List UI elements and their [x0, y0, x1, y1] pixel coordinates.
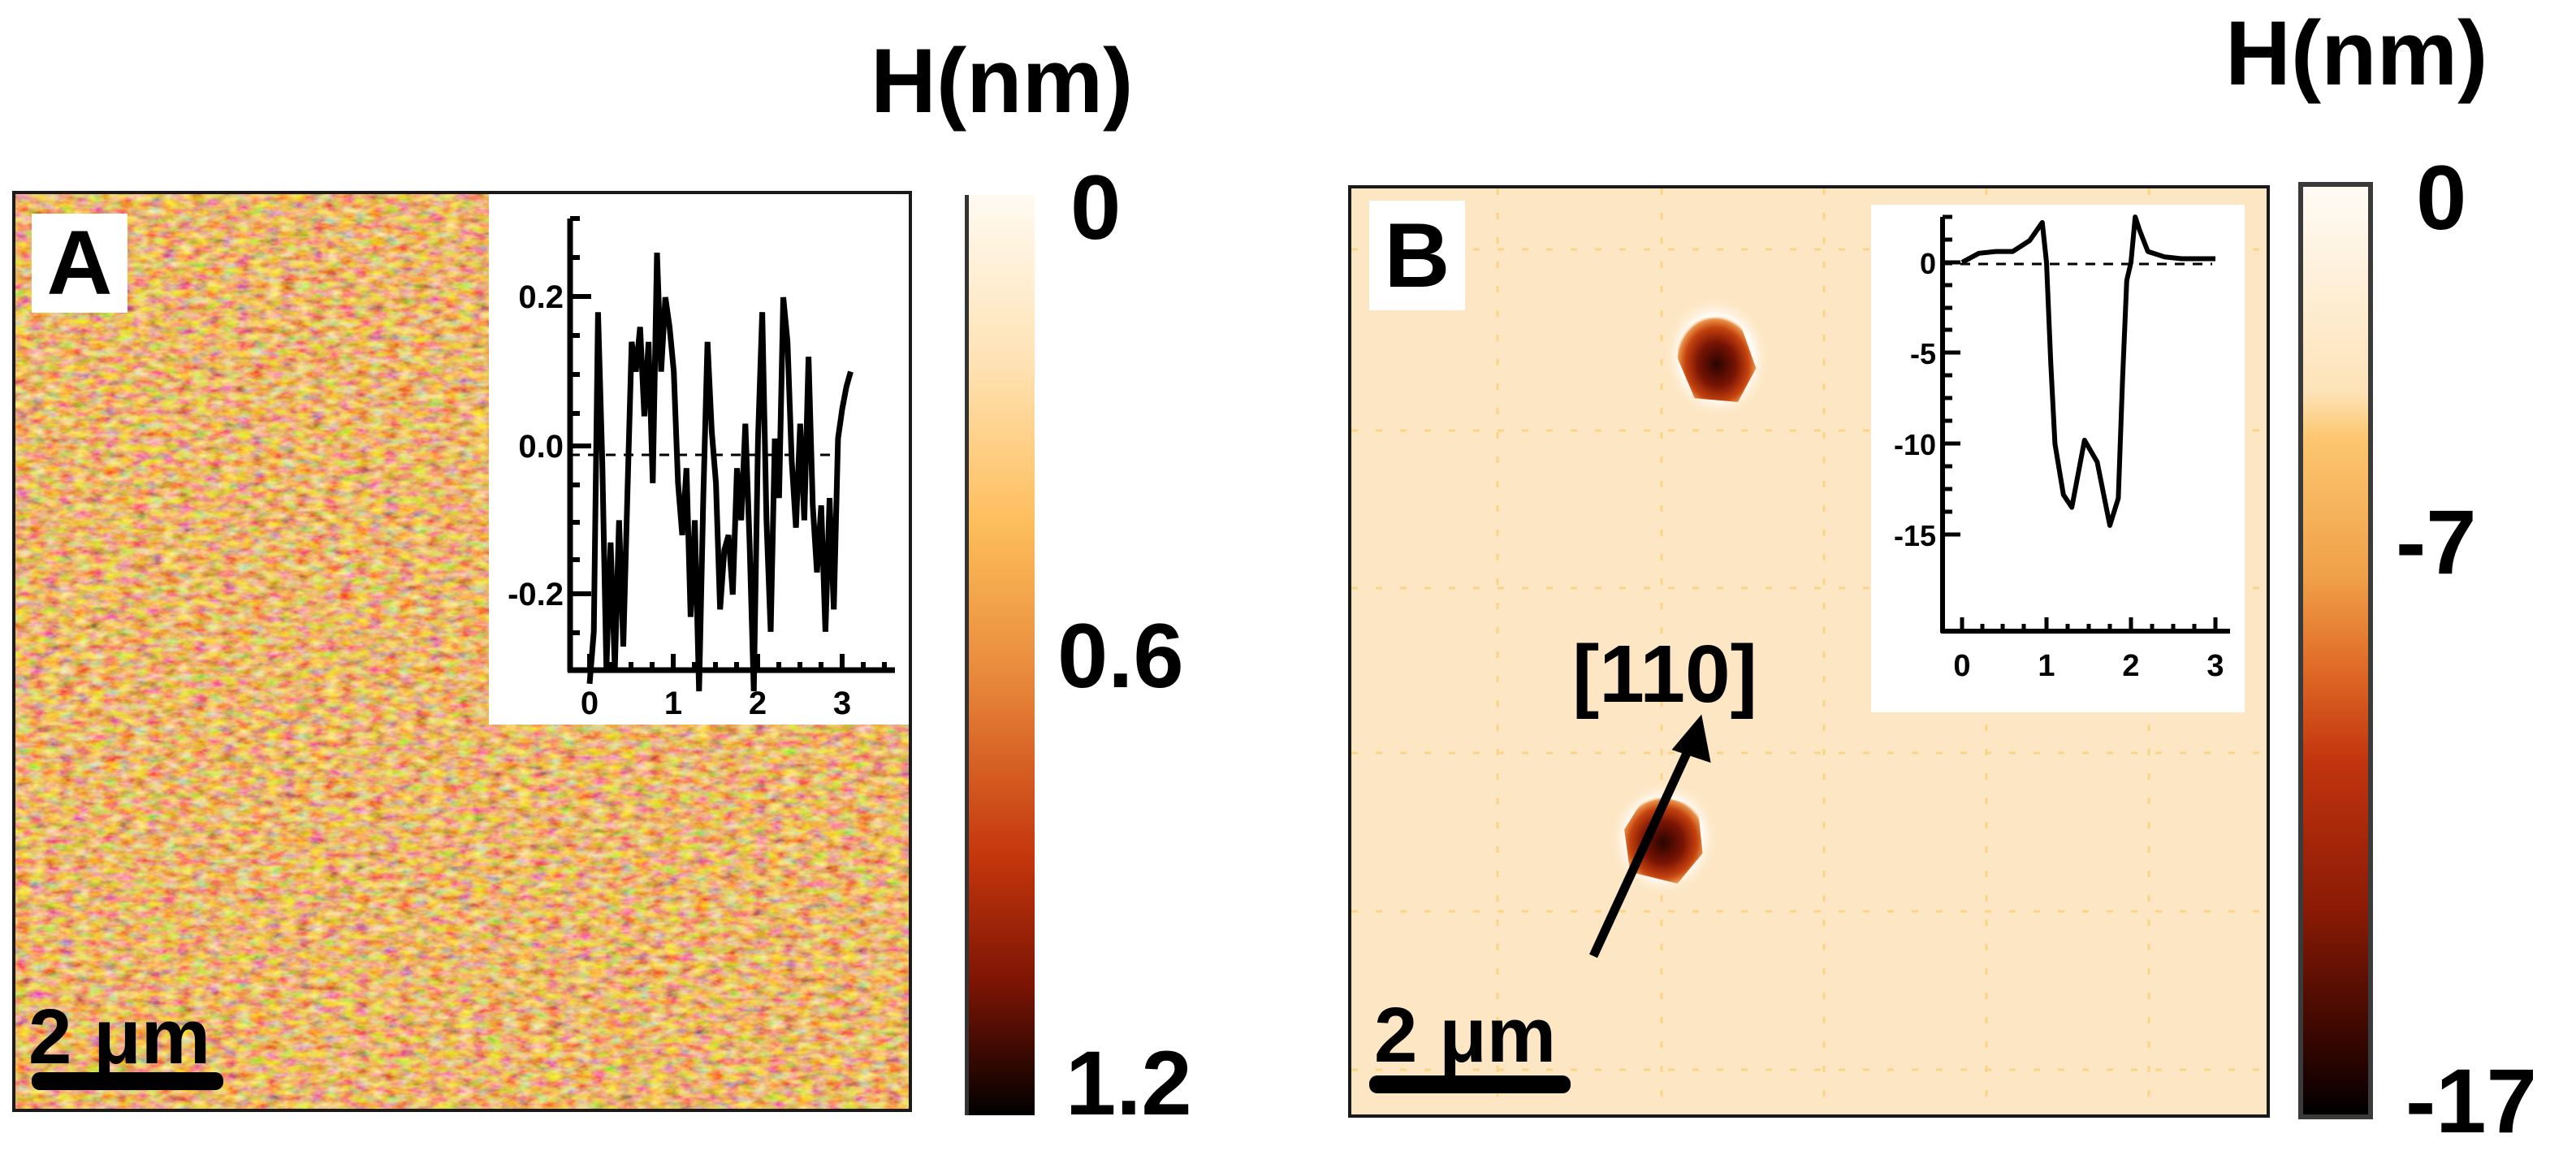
inset-chart-b: 0 -5 -10 -15 0 1 2 3: [1894, 214, 2230, 683]
profile-line-b: [1960, 214, 2215, 528]
inset-b-ytick-2: -10: [1894, 428, 1936, 461]
colorbar-a-tick-bottom: 1.2: [1065, 1032, 1192, 1134]
inset-b-xtick-2: 2: [2122, 649, 2139, 683]
direction-label-110: [110]: [1572, 629, 1757, 720]
panel-label-b: B: [1369, 201, 1465, 310]
etch-pit-lower: [1608, 780, 1720, 897]
inset-b-xtick-0: 0: [1953, 649, 1970, 683]
direction-arrow: [1589, 714, 1711, 958]
colorbar-a: [965, 195, 1035, 1115]
inset-b-xtick-1: 1: [2038, 649, 2055, 683]
colorbar-a-tick-mid: 0.6: [1057, 605, 1184, 707]
colorbar-b: [2298, 182, 2373, 1119]
afm-image-panel-a: A: [12, 191, 912, 1112]
inset-a-ytick-2: -0.2: [508, 577, 564, 612]
colorbar-b-tick-top: 0: [2416, 147, 2467, 249]
scale-bar-label-b: 2 μm: [1374, 992, 1557, 1079]
colorbar-a-tick-top: 0: [1070, 157, 1122, 258]
inset-a-xtick-1: 1: [664, 686, 682, 721]
inset-a-ytick-0: 0.2: [518, 279, 564, 315]
inset-a-ytick-1: 0.0: [518, 429, 564, 465]
inset-a-xtick-2: 2: [749, 686, 767, 721]
afm-image-panel-b: B [110]: [1348, 185, 2270, 1118]
inset-b-ytick-0: 0: [1920, 247, 1936, 280]
panel-label-a: A: [32, 214, 128, 313]
inset-profile-b: 0 -5 -10 -15 0 1 2 3: [1871, 205, 2245, 712]
inset-profile-a: 0.2 0.0 -0.2 0 1 2 3: [489, 194, 909, 725]
colorbar-b-title: H(nm): [2225, 2, 2488, 104]
inset-chart-a: 0.2 0.0 -0.2 0 1 2 3: [508, 216, 895, 721]
inset-b-ytick-1: -5: [1910, 337, 1936, 370]
colorbar-b-tick-bottom: -17: [2405, 1050, 2537, 1152]
inset-b-xtick-3: 3: [2206, 649, 2224, 683]
inset-b-ytick-3: -15: [1894, 519, 1936, 552]
colorbar-a-title: H(nm): [871, 30, 1134, 132]
inset-a-xtick-3: 3: [833, 686, 851, 721]
inset-a-xtick-0: 0: [581, 686, 599, 721]
colorbar-b-tick-mid: -7: [2396, 491, 2477, 593]
scale-bar-b: [1369, 1075, 1571, 1093]
etch-pit-upper: [1662, 296, 1771, 419]
profile-line-a: [586, 252, 854, 692]
scale-bar-a: [32, 1072, 223, 1090]
scale-bar-label-a: 2 μm: [28, 993, 211, 1080]
